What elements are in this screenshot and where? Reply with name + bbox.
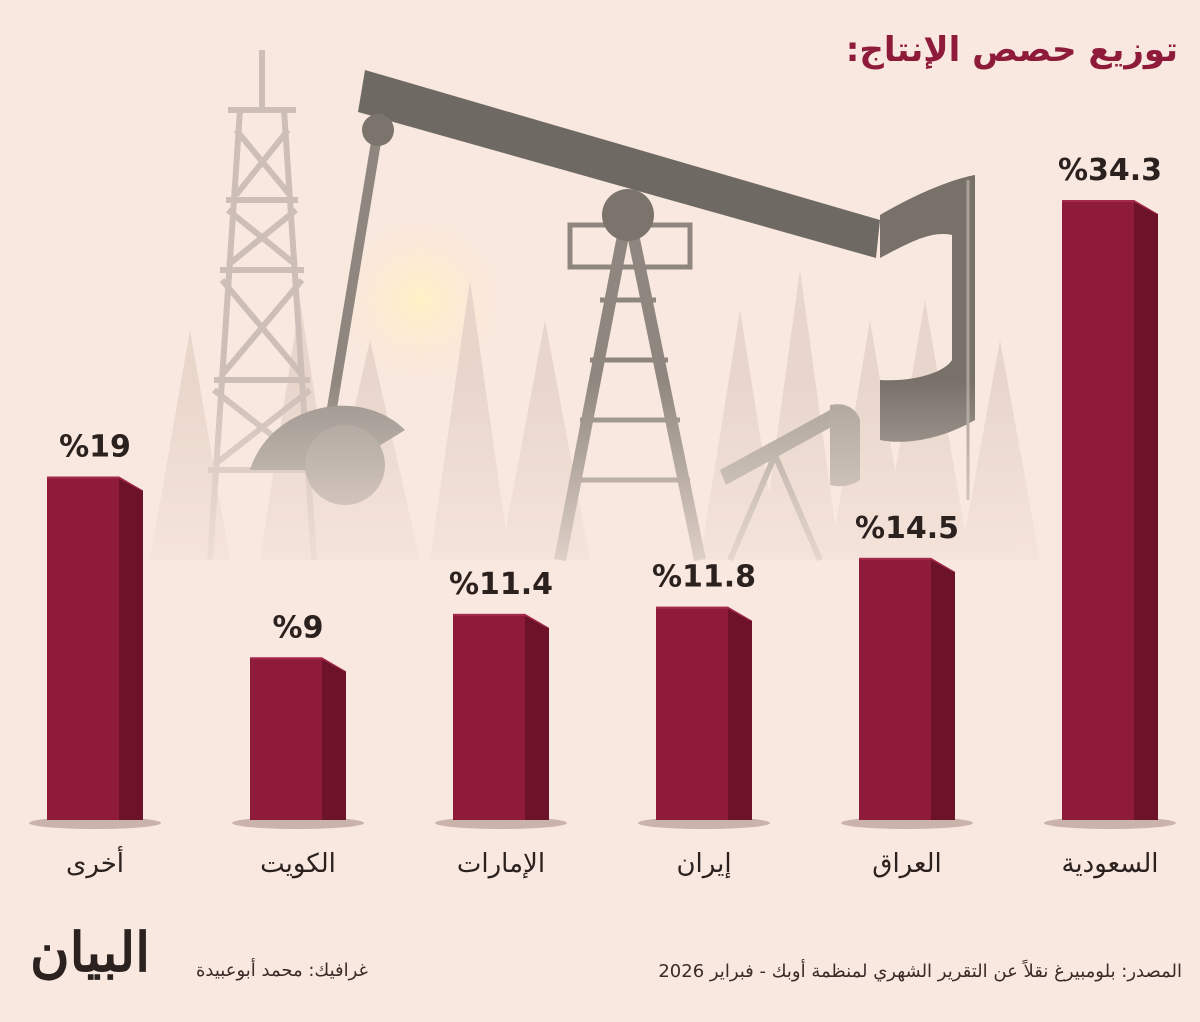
graphic-credit: غرافيك: محمد أبوعبيدة [196,960,368,981]
bar-group: %9 الكويت [232,610,364,879]
bar-front [250,657,322,820]
bar-front [453,613,525,820]
bar-front [656,606,728,820]
bar-value-label: %11.8 [652,560,756,595]
source-note: المصدر: بلومبيرغ نقلاً عن التقرير الشهري… [658,961,1182,982]
bar-top [1062,200,1158,214]
bar-top [453,613,549,628]
bar-side [119,476,143,820]
bar-top [47,476,143,491]
bar-value-label: %11.4 [449,567,553,602]
bar-side [1134,200,1158,820]
bar-front [1062,200,1134,820]
category-label: أخرى [66,845,124,879]
bar-front [859,557,931,820]
bar-front [47,476,119,820]
category-label: الكويت [260,849,336,879]
bar-value-label: %14.5 [855,511,959,546]
bar-group: %11.8 إيران [638,560,770,879]
bar-group: %34.3 السعودية [1044,153,1176,879]
bar-top [656,606,752,621]
bar-value-label: %19 [59,430,131,465]
al-bayan-logo: البيان [30,920,151,984]
bar-value-label: %34.3 [1058,153,1162,188]
bar-top [250,657,346,672]
bar-group: %14.5 العراق [841,511,973,879]
bar-side [525,613,549,820]
bar-group: %11.4 الإمارات [435,567,567,879]
bar-side [931,557,955,820]
category-label: الإمارات [457,849,545,879]
bar-side [728,606,752,820]
bar-side [322,657,346,820]
bar-group: %19 أخرى [29,430,161,879]
category-label: العراق [872,849,941,879]
chart-title: توزيع حصص الإنتاج: [845,30,1178,70]
category-label: إيران [676,849,731,879]
bar-value-label: %9 [273,610,324,645]
category-label: السعودية [1061,849,1158,879]
bar-top [859,557,955,572]
